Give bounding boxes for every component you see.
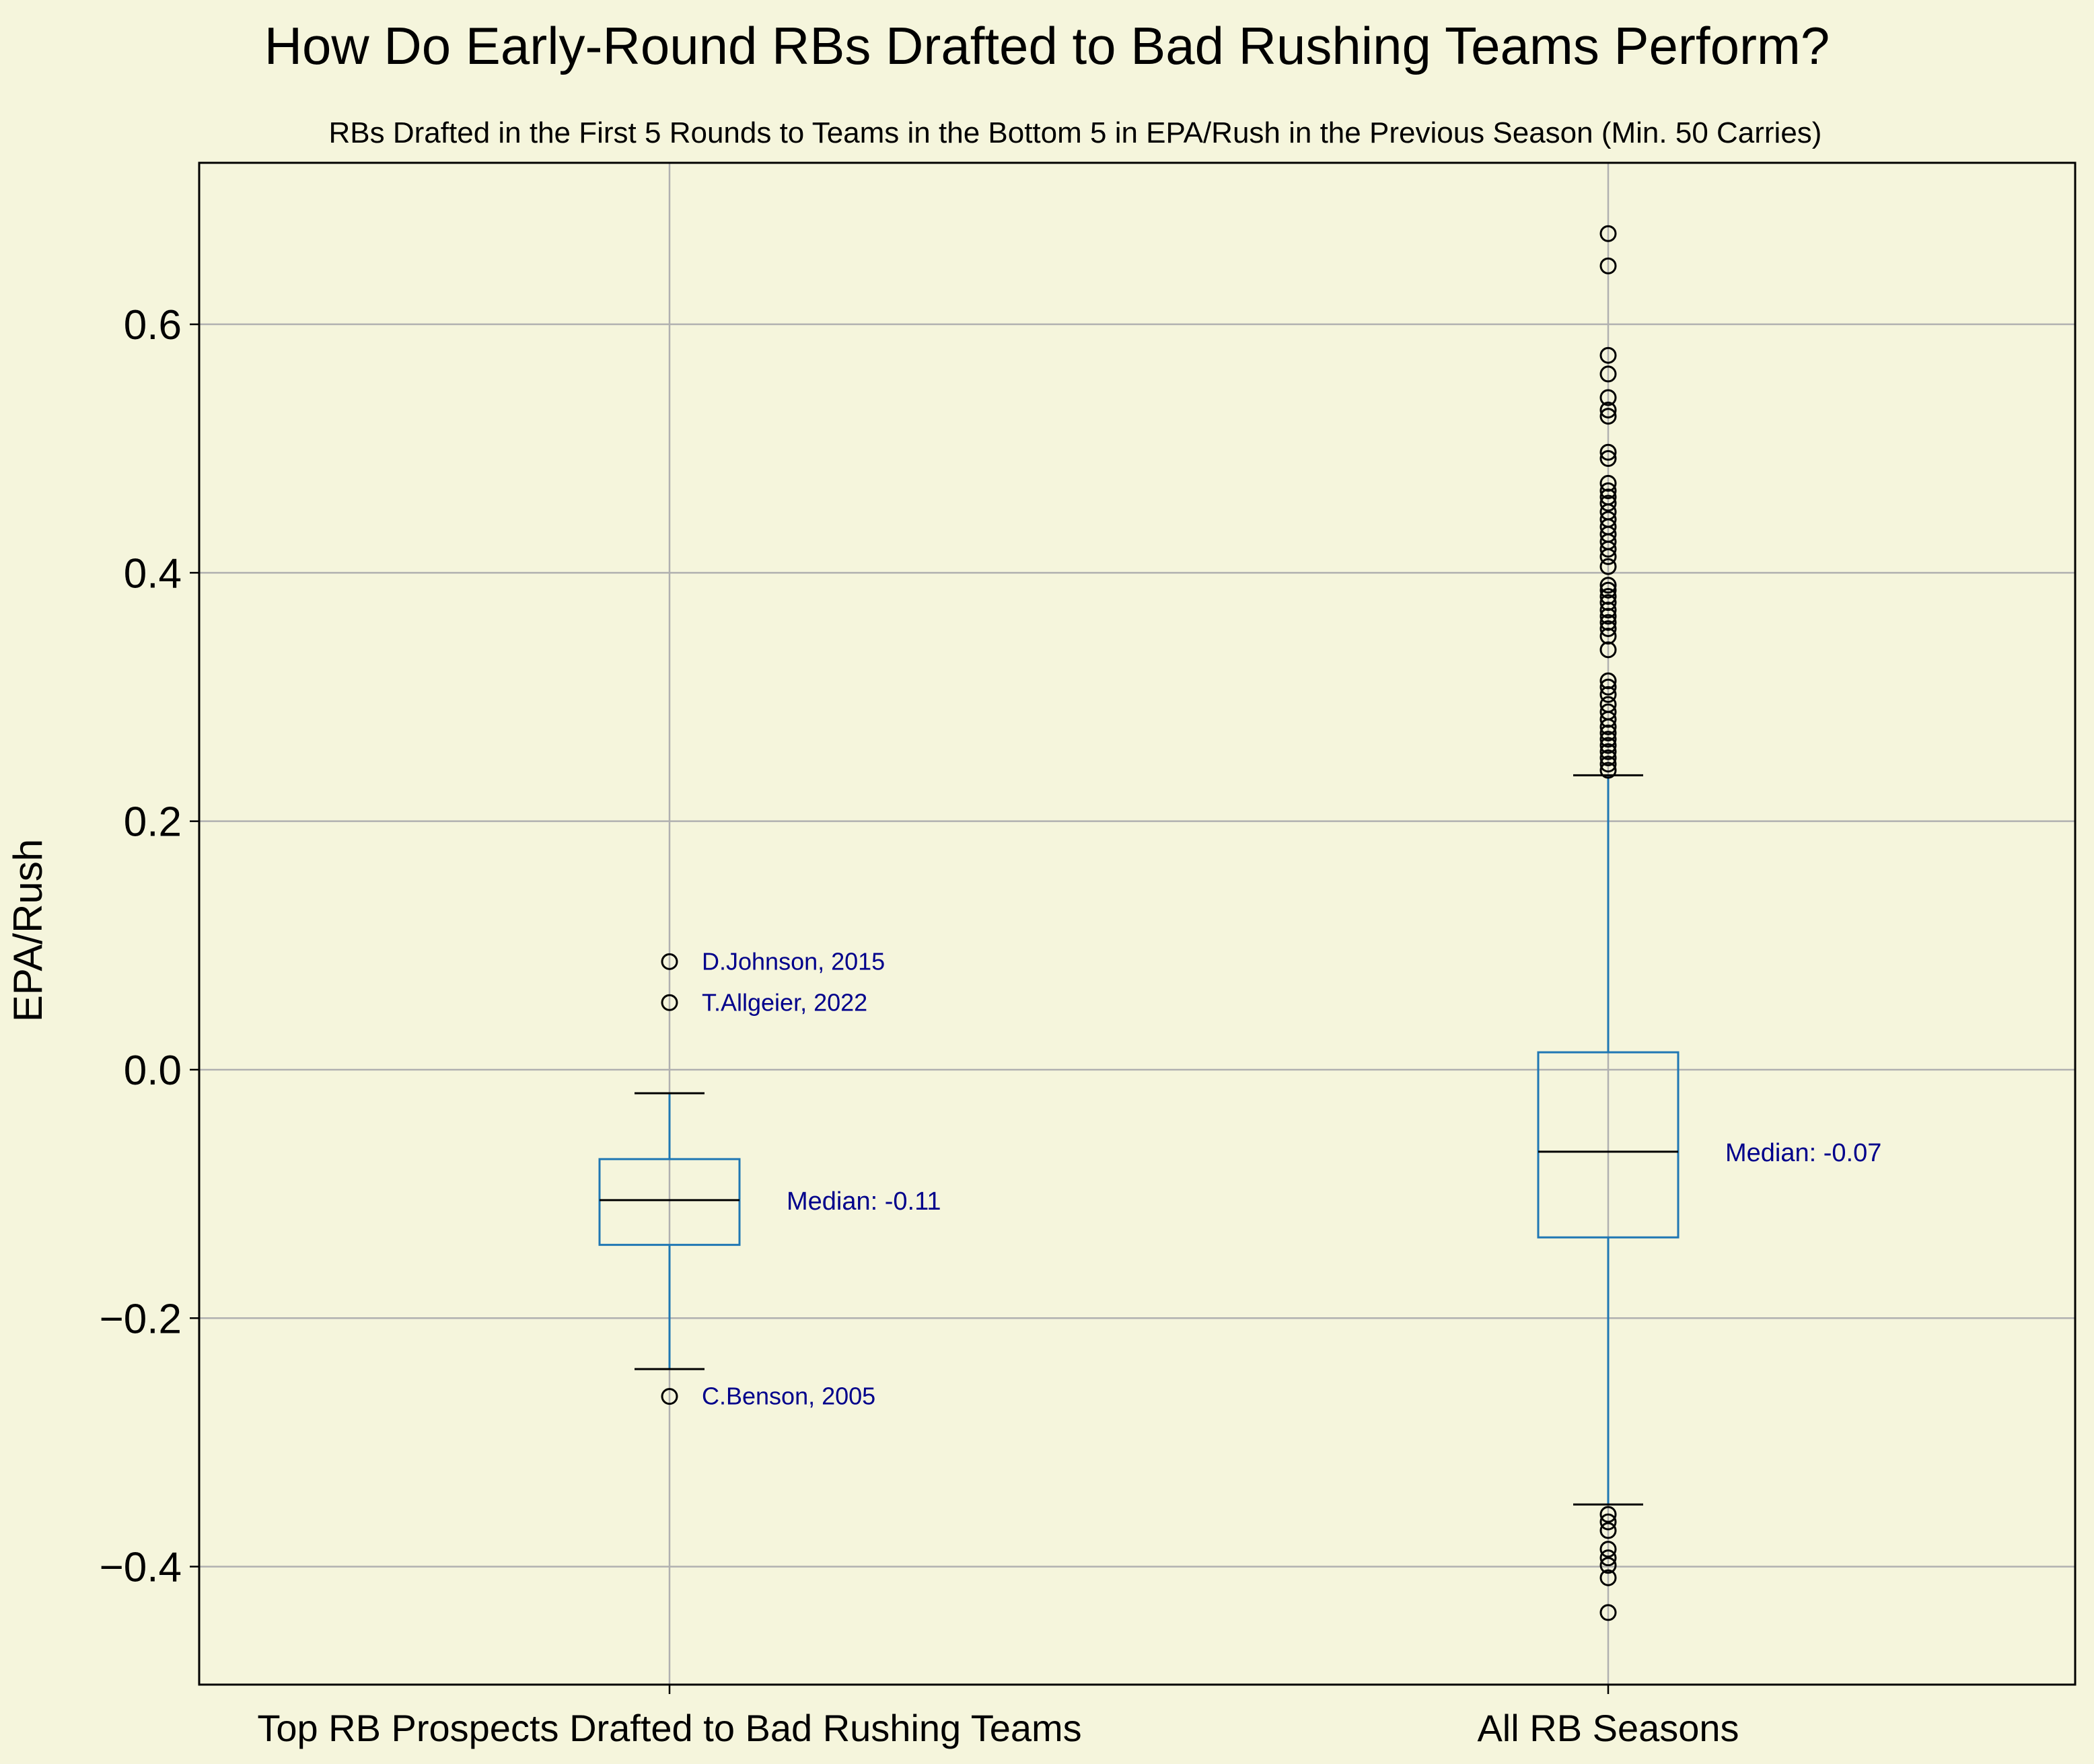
outlier-point	[1599, 558, 1617, 575]
outlier-point	[1599, 365, 1617, 383]
outlier-point	[1599, 474, 1617, 492]
y-tick-label: 0.6	[124, 302, 182, 348]
outlier-point	[1599, 686, 1617, 703]
outlier-annotation: C.Benson, 2005	[702, 1383, 875, 1410]
outlier-point	[1599, 494, 1617, 512]
outlier-point	[1599, 540, 1617, 558]
outlier-point	[1599, 710, 1617, 728]
outlier-point	[1599, 614, 1617, 631]
y-tick-label: −0.4	[100, 1545, 182, 1591]
median-annotation: Median: -0.11	[787, 1187, 941, 1216]
outlier-point	[661, 953, 678, 970]
x-tick-label: Top RB Prospects Drafted to Bad Rushing …	[257, 1707, 1081, 1749]
plot-frame	[198, 161, 2077, 1686]
median-annotation: Median: -0.07	[1725, 1139, 1881, 1167]
outlier-point	[1599, 641, 1617, 659]
outlier-point	[1599, 628, 1617, 645]
chart-subtitle: RBs Drafted in the First 5 Rounds to Tea…	[329, 116, 1822, 149]
outlier-point	[1599, 443, 1617, 461]
outlier-point	[1599, 482, 1617, 499]
iqr-box	[598, 1158, 741, 1246]
outlier-annotation: T.Allgeier, 2022	[702, 988, 867, 1016]
outlier-point	[1599, 731, 1617, 748]
outlier-point	[1599, 718, 1617, 735]
outlier-point	[1599, 401, 1617, 418]
outlier-point	[1599, 225, 1617, 242]
outlier-annotation: D.Johnson, 2015	[702, 947, 885, 975]
outlier-point	[1599, 678, 1617, 696]
iqr-box	[1537, 1051, 1680, 1239]
outlier-point	[1599, 1549, 1617, 1567]
outlier-point	[1599, 449, 1617, 467]
outlier-point	[1599, 257, 1617, 274]
outlier-point	[1599, 1513, 1617, 1531]
outlier-point	[1599, 749, 1617, 766]
outlier-point	[1599, 672, 1617, 690]
y-tick-label: 0.0	[124, 1048, 182, 1094]
y-tick-label: 0.2	[124, 799, 182, 846]
outlier-point	[1599, 1557, 1617, 1574]
outlier-point	[1599, 1541, 1617, 1558]
x-tick-label: All RB Seasons	[1477, 1707, 1739, 1749]
plot-area: −0.4 −0.2 0.0 0.2 0.4 0.6 Top RB Prospects Dra…	[100, 161, 2077, 1749]
outlier-point	[1599, 1506, 1617, 1523]
outlier-point	[1599, 601, 1617, 619]
outlier-point	[661, 1388, 678, 1405]
y-tick-label: −0.2	[100, 1296, 182, 1342]
outlier-point	[1599, 548, 1617, 565]
outlier-point	[1599, 346, 1617, 364]
outlier-point	[1599, 1569, 1617, 1586]
outlier-point	[1599, 756, 1617, 773]
outlier-point	[1599, 408, 1617, 425]
outlier-point	[1599, 594, 1617, 612]
outlier-point	[1599, 577, 1617, 594]
outlier-point	[1599, 389, 1617, 406]
outlier-point	[1599, 608, 1617, 625]
outlier-point	[1599, 743, 1617, 760]
outlier-point	[1599, 725, 1617, 742]
outlier-point	[1599, 587, 1617, 605]
chart-title: How Do Early-Round RBs Drafted to Bad Ru…	[264, 16, 1830, 75]
outlier-point	[1599, 620, 1617, 637]
outlier-point	[1599, 1522, 1617, 1539]
outlier-point	[1599, 1604, 1617, 1621]
outlier-point	[1599, 762, 1617, 779]
y-tick-label: 0.4	[124, 550, 182, 597]
y-axis-label: EPA/Rush	[5, 839, 50, 1022]
outlier-point	[1599, 737, 1617, 754]
outlier-point	[661, 994, 678, 1011]
outlier-point	[1599, 581, 1617, 599]
